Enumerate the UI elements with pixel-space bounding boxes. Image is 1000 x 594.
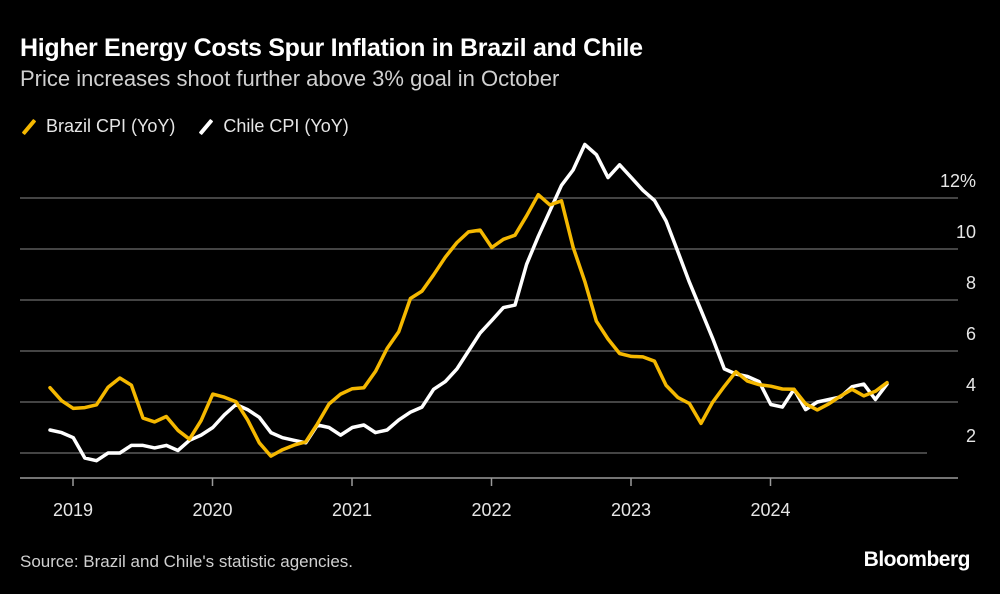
y-tick-label: 10: [956, 222, 976, 242]
legend-item-chile: Chile CPI (YoY): [197, 116, 349, 137]
legend-item-brazil: Brazil CPI (YoY): [20, 116, 175, 137]
x-tick-label: 2019: [53, 500, 93, 520]
chart-title: Higher Energy Costs Spur Inflation in Br…: [20, 34, 643, 62]
legend-label-chile: Chile CPI (YoY): [223, 116, 349, 136]
y-tick-label: 6: [966, 324, 976, 344]
x-tick-label: 2021: [332, 500, 372, 520]
legend: Brazil CPI (YoY) Chile CPI (YoY): [20, 116, 349, 137]
bloomberg-logo: Bloomberg: [863, 548, 971, 571]
y-tick-label: 4: [966, 375, 976, 395]
x-tick-label: 2023: [611, 500, 651, 520]
x-tick-label: 2022: [471, 500, 511, 520]
x-tick-label: 2024: [750, 500, 790, 520]
source-note: Source: Brazil and Chile's statistic age…: [20, 552, 354, 571]
x-tick-label: 2020: [192, 500, 232, 520]
legend-label-brazil: Brazil CPI (YoY): [46, 116, 176, 136]
y-tick-label: 12%: [940, 171, 976, 191]
y-tick-label: 2: [966, 426, 976, 446]
series-line-brazil: [48, 192, 889, 458]
chart-subtitle: Price increases shoot further above 3% g…: [20, 66, 560, 91]
series-line-chile: [48, 142, 889, 463]
y-tick-label: 8: [966, 273, 976, 293]
